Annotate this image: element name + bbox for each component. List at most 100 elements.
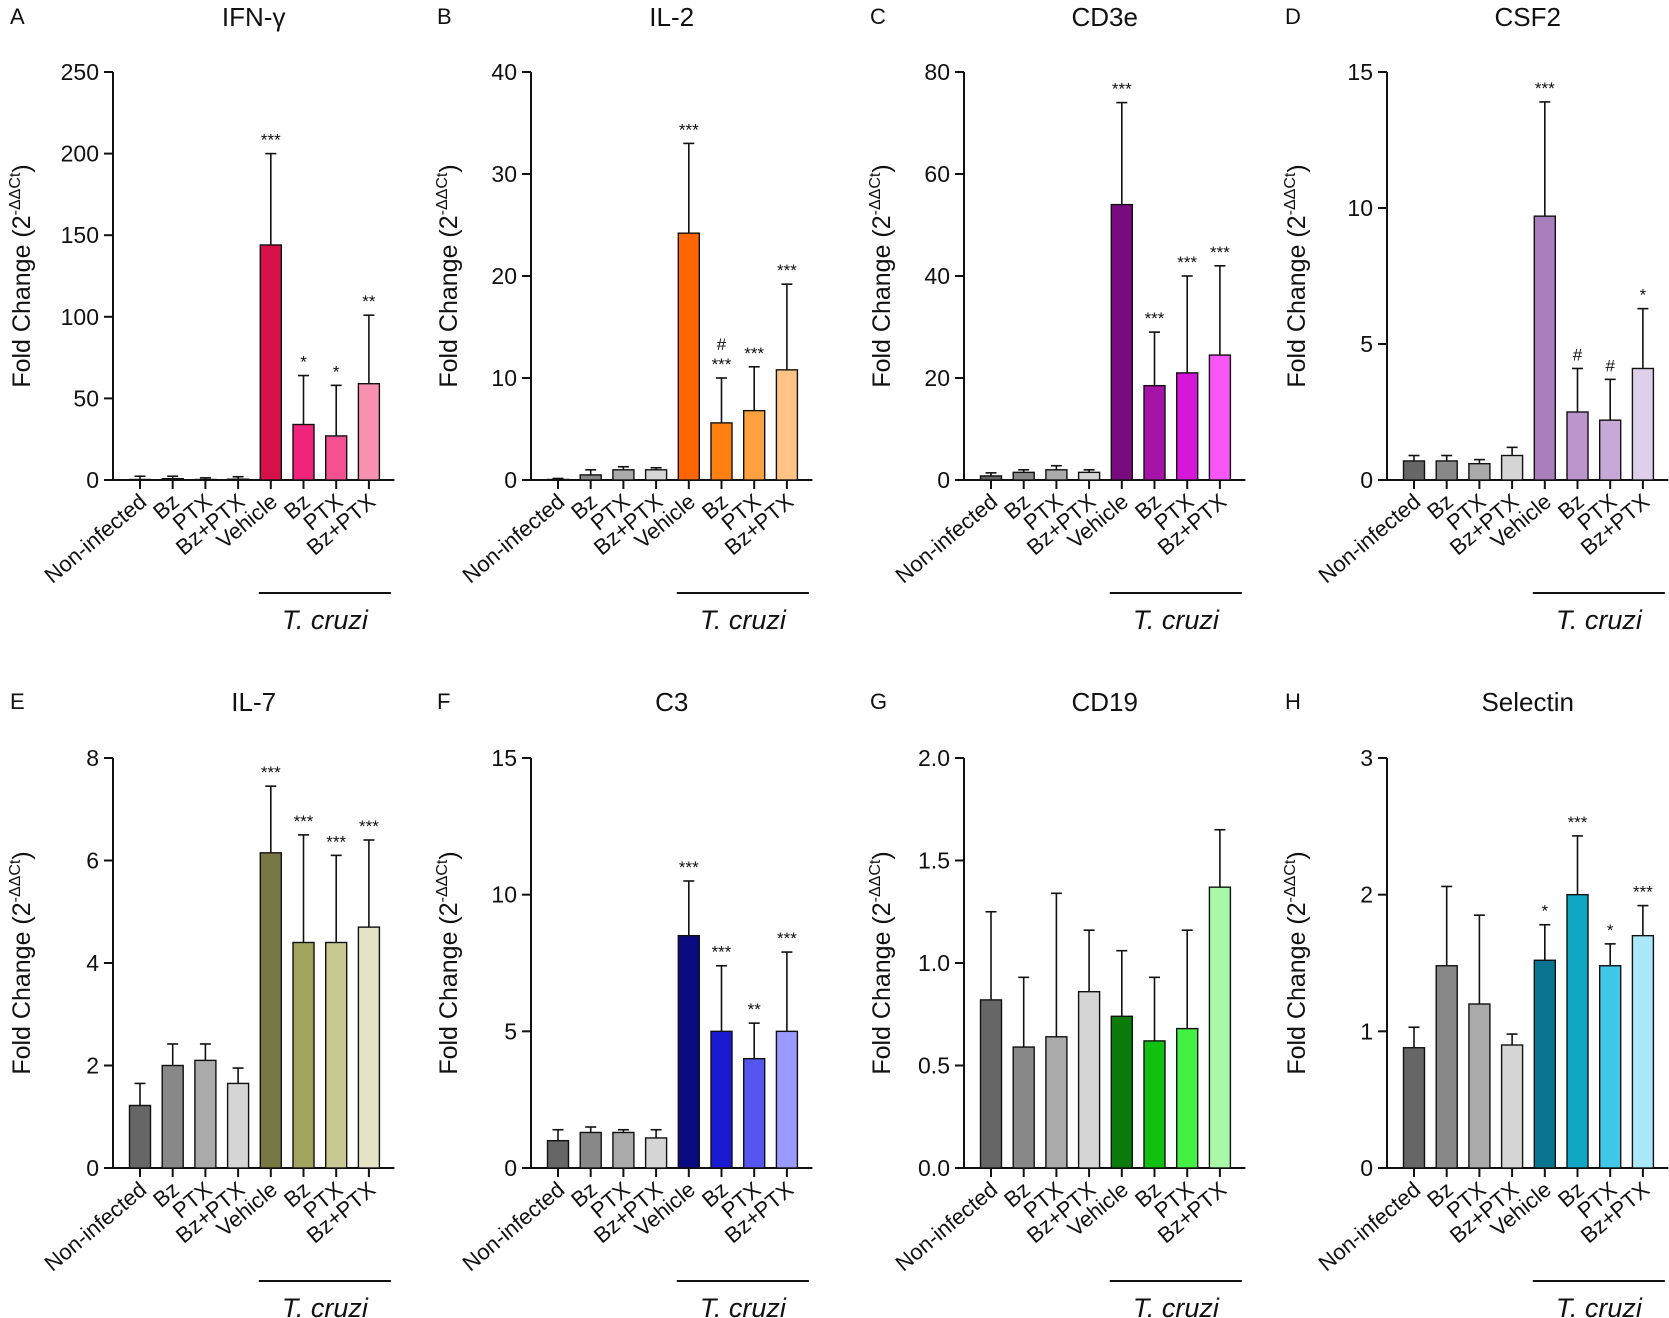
group-label: T. cruzi	[700, 605, 787, 635]
bar-ptx	[1175, 372, 1199, 481]
bar-non-infected	[979, 999, 1003, 1169]
y-axis-label: Fold Change (2-ΔΔCt)	[434, 164, 463, 387]
bar-vehicle	[259, 244, 282, 481]
y-tick-label: 100	[61, 304, 99, 330]
significance-marker: ***	[359, 817, 379, 836]
y-tick-label: 30	[491, 161, 517, 187]
significance-marker: *	[1541, 902, 1548, 921]
y-tick-label: 1.5	[918, 848, 950, 874]
group-label: T. cruzi	[1133, 1293, 1220, 1318]
bar-non-infected	[546, 1139, 570, 1169]
bar-non-infected	[1402, 1047, 1426, 1169]
y-axis-label: Fold Change (2-ΔΔCt)	[1282, 851, 1311, 1074]
bar-vehicle	[1533, 215, 1557, 481]
chart-title: IL-7	[231, 687, 276, 717]
group-label: T. cruzi	[1556, 1293, 1643, 1318]
significance-marker: ***	[777, 261, 797, 280]
y-tick-label: 80	[924, 59, 950, 85]
panel-label: G	[870, 689, 887, 714]
group-label: T. cruzi	[700, 1293, 787, 1318]
bar-bz-ptx	[357, 926, 381, 1169]
significance-marker: #	[1573, 345, 1583, 364]
group-label: T. cruzi	[1133, 605, 1220, 635]
y-tick-label: 40	[491, 59, 517, 85]
y-axis-label: Fold Change (2-ΔΔCt)	[867, 164, 896, 387]
bar-bz-ptx	[226, 478, 250, 481]
y-tick-label: 1	[1360, 1018, 1373, 1044]
y-tick-label: 1.0	[918, 950, 950, 976]
bar-vehicle	[1110, 203, 1134, 481]
y-axis-label: Fold Change (2-ΔΔCt)	[434, 851, 463, 1074]
significance-marker: ***	[1177, 253, 1197, 272]
bar-bz-ptx	[1077, 471, 1101, 481]
chart-title: C3	[655, 687, 688, 717]
bar-bz	[1143, 384, 1166, 481]
y-tick-label: 10	[491, 365, 517, 391]
panel-a: A IFN-γ Fold Change (2-ΔΔCt) 0 50 100 150 200 25…	[7, 2, 395, 635]
significance-marker: ***	[1112, 80, 1132, 99]
y-tick-label: 5	[504, 1018, 517, 1044]
x-tick-label: Non-infected	[891, 1177, 1003, 1276]
panel-label: C	[870, 4, 886, 29]
significance-marker: #	[1605, 356, 1615, 375]
bar-ptx	[194, 478, 217, 481]
panel-c: C CD3e Fold Change (2-ΔΔCt) 0 20 40 60 80 Non-in…	[867, 2, 1246, 635]
bar-bz	[161, 477, 184, 481]
bar-bz	[292, 423, 315, 481]
y-tick-label: 10	[491, 882, 517, 908]
panel-label: H	[1285, 689, 1301, 714]
significance-marker: ***	[679, 120, 699, 139]
bar-ptx	[1598, 965, 1622, 1169]
bar-non-infected	[128, 1104, 152, 1169]
y-tick-label: 40	[924, 263, 950, 289]
bar-bz-ptx	[775, 369, 799, 481]
significance-marker: ***	[679, 858, 699, 877]
panel-d: D CSF2 Fold Change (2-ΔΔCt) 0 5 10 15 Non-infec…	[1282, 2, 1669, 635]
y-tick-label: 0	[504, 467, 517, 493]
significance-marker: ***	[777, 929, 797, 948]
panel-label: D	[1285, 4, 1301, 29]
significance-marker: *	[1607, 921, 1614, 940]
bar-ptx	[743, 409, 766, 481]
y-tick-label: 0.5	[918, 1053, 950, 1079]
bar-non-infected	[546, 478, 570, 481]
significance-marker: ***	[261, 131, 281, 150]
bar-bz-ptx	[1631, 934, 1655, 1169]
chart-title: CSF2	[1494, 2, 1560, 32]
significance-marker: ***	[326, 832, 346, 851]
panel-h: H Selectin Fold Change (2-ΔΔCt) 0 1 2 3 Non-inf…	[1282, 687, 1669, 1318]
significance-marker: **	[362, 292, 376, 311]
significance-marker: #	[717, 335, 727, 354]
y-tick-label: 15	[491, 745, 517, 771]
panel-label: F	[437, 689, 450, 714]
y-axis-label: Fold Change (2-ΔΔCt)	[7, 164, 36, 387]
x-tick-label: Non-infected	[1314, 1177, 1426, 1276]
y-axis-label: Fold Change (2-ΔΔCt)	[1282, 164, 1311, 387]
significance-marker: ***	[1568, 813, 1588, 832]
bar-bz	[1435, 460, 1458, 481]
group-label: T. cruzi	[282, 1293, 369, 1318]
bar-bz-ptx	[226, 1082, 250, 1169]
bar-bz-ptx	[1077, 991, 1101, 1169]
y-tick-label: 3	[1360, 745, 1373, 771]
group-label: T. cruzi	[282, 605, 369, 635]
y-tick-label: 0	[1360, 1155, 1373, 1181]
panel-f: F C3 Fold Change (2-ΔΔCt) 0 5 10 15 Non-infecte…	[434, 687, 813, 1318]
panel-label: B	[437, 4, 452, 29]
bar-ptx	[743, 1057, 766, 1169]
y-tick-label: 10	[1347, 195, 1373, 221]
bar-ptx	[1598, 419, 1622, 481]
panel-label: A	[10, 4, 25, 29]
bar-bz-ptx	[1500, 454, 1524, 481]
bar-non-infected	[1402, 460, 1426, 481]
bar-vehicle	[259, 852, 282, 1169]
y-axis-label: Fold Change (2-ΔΔCt)	[867, 851, 896, 1074]
y-tick-label: 6	[86, 848, 99, 874]
bar-bz	[579, 1131, 602, 1169]
x-tick-label: Non-infected	[458, 1177, 570, 1276]
significance-marker: ***	[1145, 309, 1165, 328]
bar-bz-ptx	[1208, 886, 1232, 1169]
bar-ptx	[325, 941, 348, 1169]
y-tick-label: 150	[61, 222, 99, 248]
